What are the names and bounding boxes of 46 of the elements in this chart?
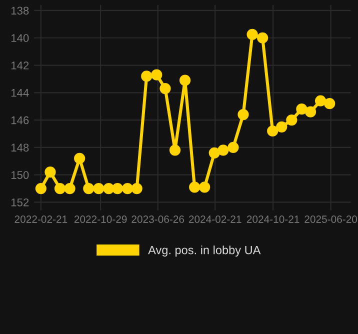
point xyxy=(131,182,142,194)
point xyxy=(218,144,229,156)
y-tick-label: 138 xyxy=(11,6,29,15)
point xyxy=(304,106,316,118)
x-tick-label: 2025-06-20 xyxy=(304,216,358,223)
y-tick-label: 150 xyxy=(11,171,29,179)
point xyxy=(93,182,104,194)
point xyxy=(324,98,336,110)
point xyxy=(169,144,181,156)
point xyxy=(276,121,288,132)
y-tick-label: 144 xyxy=(11,89,29,97)
point xyxy=(189,182,200,193)
point xyxy=(238,109,249,120)
point xyxy=(122,182,134,194)
point xyxy=(103,182,114,194)
point xyxy=(228,142,239,153)
point xyxy=(314,95,326,106)
point xyxy=(64,182,76,194)
y-tick-label: 152 xyxy=(11,198,29,206)
y-tick-label: 140 xyxy=(11,34,29,42)
y-tick-label: 146 xyxy=(11,116,29,124)
y-tick-label: 142 xyxy=(11,62,29,70)
point xyxy=(35,182,46,194)
x-tick-label: 2024-02-21 xyxy=(188,216,242,223)
point xyxy=(199,182,210,193)
point xyxy=(267,125,278,137)
point xyxy=(246,28,258,40)
point xyxy=(83,182,94,194)
x-tick-label: 2022-10-29 xyxy=(74,216,127,223)
point xyxy=(44,166,56,178)
point xyxy=(141,70,152,82)
point xyxy=(151,69,162,80)
point xyxy=(160,82,171,94)
point xyxy=(296,104,308,115)
point xyxy=(257,32,268,44)
x-tick-label: 2024-10-21 xyxy=(246,216,300,223)
point xyxy=(179,74,191,86)
point xyxy=(54,182,66,194)
y-tick-label: 148 xyxy=(11,144,29,152)
legend-label: Avg. pos. in lobby UA xyxy=(148,246,261,257)
point xyxy=(208,147,220,158)
x-tick-label: 2023-06-26 xyxy=(132,216,184,223)
point xyxy=(112,182,124,194)
point xyxy=(74,152,86,164)
point xyxy=(286,114,298,126)
x-tick-label: 2022-02-21 xyxy=(14,216,68,223)
